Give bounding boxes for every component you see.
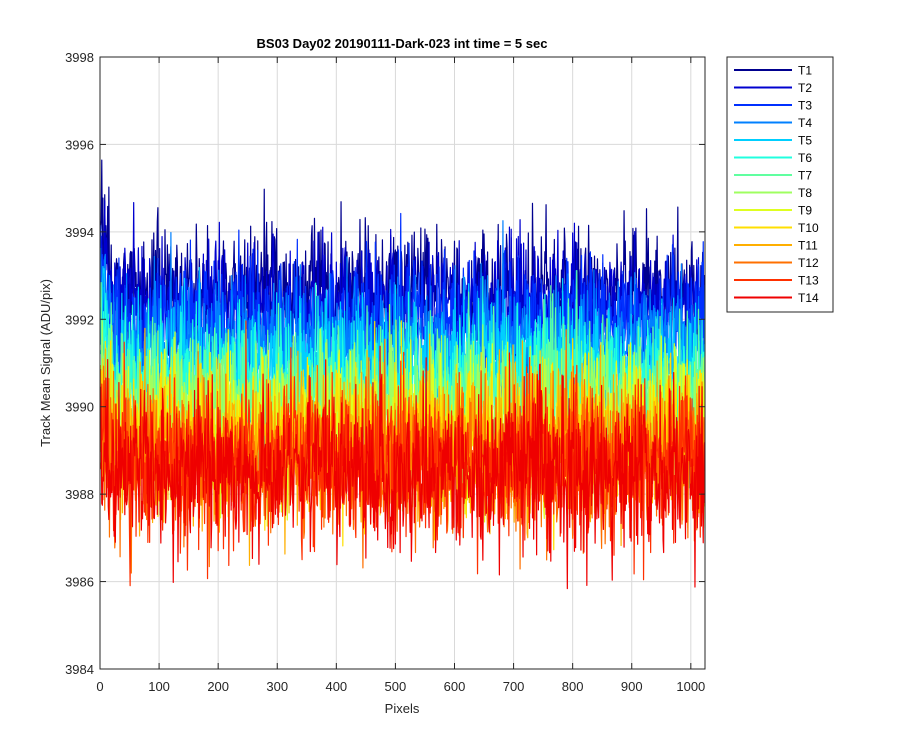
legend-item-t1: T1 (734, 64, 812, 78)
y-tick-label: 3998 (65, 50, 94, 65)
y-tick-label: 3986 (65, 575, 94, 590)
legend-item-t4: T4 (734, 116, 812, 130)
legend-label: T11 (798, 239, 818, 253)
legend-label: T14 (798, 291, 819, 305)
x-tick-label: 300 (266, 679, 288, 694)
legend-item-t8: T8 (734, 186, 812, 200)
legend-item-t3: T3 (734, 99, 812, 113)
y-tick-label: 3992 (65, 312, 94, 327)
x-tick-label: 400 (325, 679, 347, 694)
axes-box (99, 56, 706, 670)
x-tick-label: 900 (621, 679, 643, 694)
x-axis-label: Pixels (385, 701, 420, 716)
chart-title: BS03 Day02 20190111-Dark-023 int time = … (257, 36, 548, 51)
legend-item-t14: T14 (734, 291, 819, 305)
legend-label: T3 (798, 99, 812, 113)
x-tick-label: 100 (148, 679, 170, 694)
legend-label: T12 (798, 256, 819, 270)
y-axis-label: Track Mean Signal (ADU/pix) (38, 279, 53, 447)
legend-label: T8 (798, 186, 812, 200)
legend-item-t6: T6 (734, 151, 812, 165)
legend-label: T6 (798, 151, 812, 165)
legend-item-t13: T13 (734, 274, 819, 288)
legend-item-t11: T11 (734, 239, 818, 253)
x-tick-label: 0 (96, 679, 103, 694)
legend-item-t10: T10 (734, 221, 819, 235)
y-tick-label: 3994 (65, 225, 94, 240)
legend-label: T10 (798, 221, 819, 235)
legend-item-t5: T5 (734, 134, 812, 148)
ticks: 0 100 200 300 400 500 600 700 800 900 1000 3984 3986… (65, 50, 705, 694)
plot-area: 0 100 200 300 400 500 600 700 800 900 1000 3984 3986… (65, 50, 706, 694)
legend-label: T7 (798, 169, 812, 183)
legend-label: T2 (798, 81, 812, 95)
y-tick-label: 3988 (65, 487, 94, 502)
x-tick-label: 500 (385, 679, 407, 694)
y-tick-label: 3984 (65, 662, 94, 677)
legend-label: T4 (798, 116, 812, 130)
legend-box (726, 56, 834, 313)
legend-label: T5 (798, 134, 812, 148)
series-layer (100, 159, 705, 590)
legend-item-t7: T7 (734, 169, 812, 183)
legend-label: T13 (798, 274, 819, 288)
x-tick-label: 600 (444, 679, 466, 694)
legend-item-t12: T12 (734, 256, 819, 270)
x-tick-label: 200 (207, 679, 229, 694)
x-tick-label: 800 (562, 679, 584, 694)
x-tick-label: 700 (503, 679, 525, 694)
legend-item-t9: T9 (734, 204, 812, 218)
x-tick-label: 1000 (676, 679, 705, 694)
y-tick-label: 3990 (65, 400, 94, 415)
legend-label: T9 (798, 204, 812, 218)
y-tick-label: 3996 (65, 137, 94, 152)
legend-label: T1 (798, 64, 812, 78)
legend: T1 T2 T3 T4 T5 T6 T7 T8 T9 T10 T11 T12 T13 T14 (726, 56, 834, 313)
series-line-t14 (100, 345, 705, 590)
legend-item-t2: T2 (734, 81, 812, 95)
